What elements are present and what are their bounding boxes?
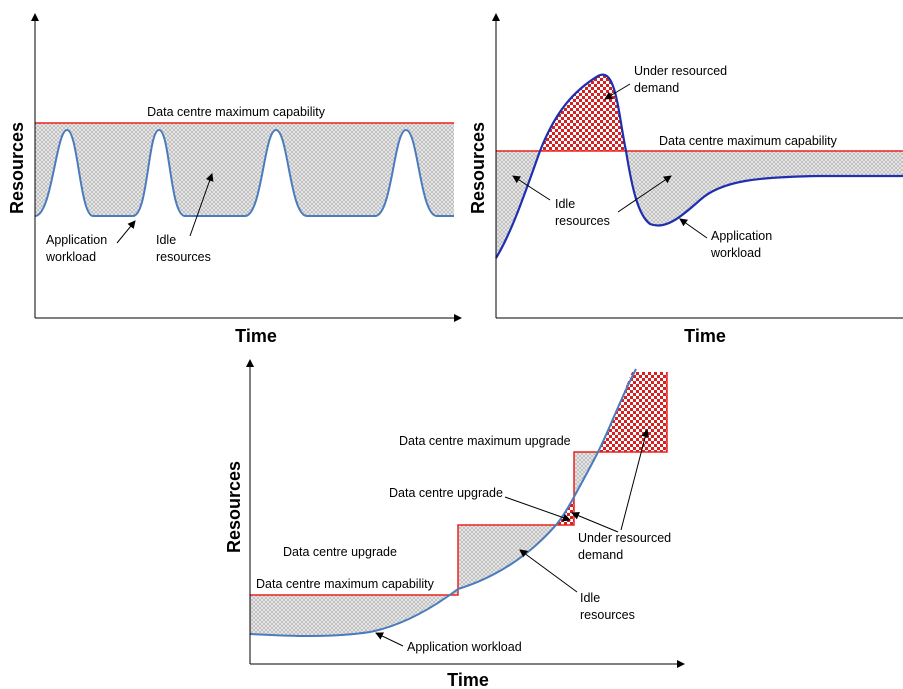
under-resourced-area-2 <box>598 372 667 452</box>
idle-arrow <box>519 549 578 593</box>
under-resourced-label-line2: demand <box>578 548 623 562</box>
idle-label-line1: Idle <box>555 197 575 211</box>
idle-area-right <box>626 151 903 226</box>
workload-arrow <box>116 220 136 244</box>
y-axis-title: Resources <box>7 122 27 214</box>
x-axis-title: Time <box>447 670 489 689</box>
capacity-step-line <box>250 372 668 596</box>
under-resourced-label-line1: Under resourced <box>578 531 671 545</box>
idle-label-line2: resources <box>580 608 635 622</box>
idle-area-left <box>496 151 540 258</box>
x-axis-title: Time <box>684 326 726 346</box>
workload-label: Application workload <box>407 640 522 654</box>
idle-arrow-left <box>512 175 551 201</box>
capability-label: Data centre maximum capability <box>256 577 435 591</box>
capacity-label: Data centre maximum capability <box>147 105 326 119</box>
workload-curve <box>249 368 637 637</box>
idle-area-segment-2 <box>458 525 556 589</box>
upgrade-label-2: Data centre upgrade <box>389 486 503 500</box>
workload-arrow <box>375 632 404 647</box>
upgrade-arrow <box>504 496 571 522</box>
upgrade-label-1: Data centre upgrade <box>283 545 397 559</box>
idle-label-line1: Idle <box>580 591 600 605</box>
idle-label-line2: resources <box>156 250 211 264</box>
panel-top-right: Time Resources Under resourced demand Da… <box>468 13 903 346</box>
workload-label-line2: workload <box>45 250 96 264</box>
under-resourced-label-line2: demand <box>634 81 679 95</box>
idle-arrow <box>189 173 214 237</box>
capacity-label: Data centre maximum capability <box>659 134 838 148</box>
idle-area-segment-1 <box>250 589 458 636</box>
idle-area <box>35 123 454 216</box>
x-axis-title: Time <box>235 326 277 346</box>
workload-curve <box>34 128 454 217</box>
workload-label-line1: Application <box>46 233 107 247</box>
panel-bottom: Time Resources Data centre maximum upgra… <box>224 359 685 689</box>
panel-top-left: Time Resources Data centre maximum capab… <box>7 13 462 346</box>
idle-arrow-right <box>617 175 672 213</box>
under-resourced-arrow-2 <box>620 429 650 531</box>
workload-arrow <box>679 218 708 239</box>
workload-label-line2: workload <box>710 246 761 260</box>
under-resourced-label-line1: Under resourced <box>634 64 727 78</box>
y-axis-title: Resources <box>224 461 244 553</box>
workload-curve <box>495 73 903 259</box>
under-resourced-arrow-1 <box>571 511 619 533</box>
y-axis-title: Resources <box>468 122 488 214</box>
idle-label-line2: resources <box>555 214 610 228</box>
max-upgrade-label: Data centre maximum upgrade <box>399 434 571 448</box>
under-resourced-arrow <box>604 83 631 100</box>
idle-label-line1: Idle <box>156 233 176 247</box>
workload-label-line1: Application <box>711 229 772 243</box>
